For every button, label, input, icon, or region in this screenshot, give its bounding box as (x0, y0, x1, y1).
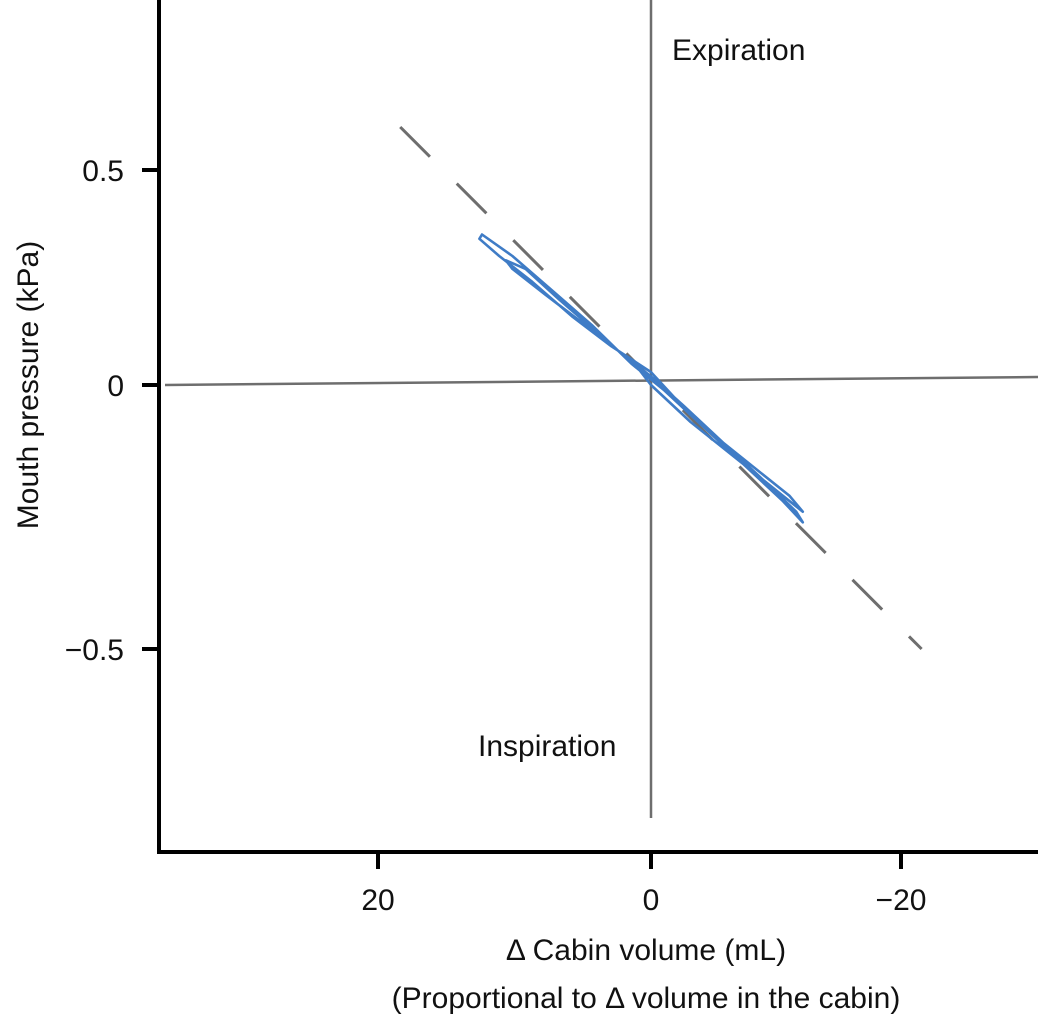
y-axis-label: Mouth pressure (kPa) (12, 241, 45, 529)
expiration-label: Expiration (672, 34, 805, 67)
y-tick-label: 0 (107, 370, 124, 403)
x-tick-label: −20 (876, 884, 927, 917)
series-group (478, 233, 805, 524)
y-tick-label: 0.5 (82, 155, 124, 188)
zero-pressure-line (164, 375, 1038, 387)
inspiration-label: Inspiration (478, 730, 616, 763)
x-ticks: 20 0 −20 (361, 852, 926, 917)
x-tick-label: 20 (361, 884, 394, 917)
x-axis-label-line2: (Proportional to Δ volume in the cabin) (392, 982, 901, 1015)
series-line-0 (478, 233, 805, 524)
x-tick-label: 0 (643, 884, 660, 917)
x-axis-label: Δ Cabin volume (mL) (506, 934, 786, 967)
y-tick-label: −0.5 (65, 634, 124, 667)
y-ticks: 0.5 0 −0.5 (65, 155, 159, 667)
